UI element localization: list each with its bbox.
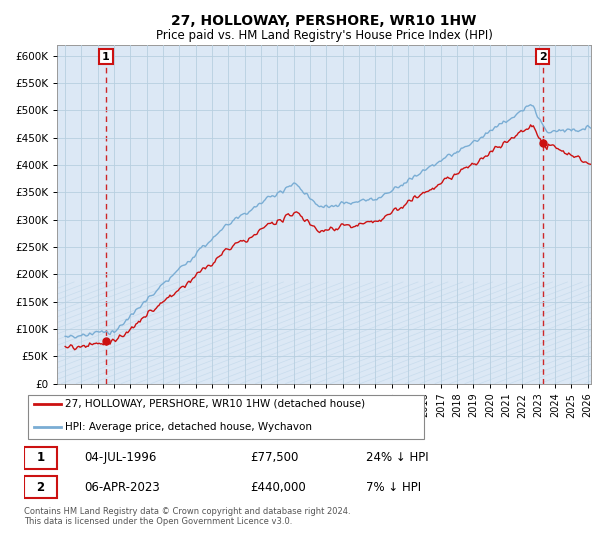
Text: 2: 2 [539, 52, 547, 62]
FancyBboxPatch shape [24, 446, 57, 469]
Text: 27, HOLLOWAY, PERSHORE, WR10 1HW: 27, HOLLOWAY, PERSHORE, WR10 1HW [172, 14, 476, 28]
Text: Contains HM Land Registry data © Crown copyright and database right 2024.
This d: Contains HM Land Registry data © Crown c… [24, 507, 350, 526]
Text: 27, HOLLOWAY, PERSHORE, WR10 1HW (detached house): 27, HOLLOWAY, PERSHORE, WR10 1HW (detach… [65, 399, 365, 409]
Text: 2: 2 [37, 480, 44, 493]
Text: HPI: Average price, detached house, Wychavon: HPI: Average price, detached house, Wych… [65, 422, 312, 432]
FancyBboxPatch shape [28, 395, 424, 438]
Text: 24% ↓ HPI: 24% ↓ HPI [366, 451, 429, 464]
Text: 1: 1 [37, 451, 44, 464]
Text: £77,500: £77,500 [250, 451, 299, 464]
Text: 06-APR-2023: 06-APR-2023 [85, 480, 160, 493]
Text: Price paid vs. HM Land Registry's House Price Index (HPI): Price paid vs. HM Land Registry's House … [155, 29, 493, 42]
Text: 7% ↓ HPI: 7% ↓ HPI [366, 480, 421, 493]
Text: 1: 1 [102, 52, 110, 62]
Text: £440,000: £440,000 [250, 480, 306, 493]
Text: 04-JUL-1996: 04-JUL-1996 [85, 451, 157, 464]
FancyBboxPatch shape [24, 476, 57, 498]
